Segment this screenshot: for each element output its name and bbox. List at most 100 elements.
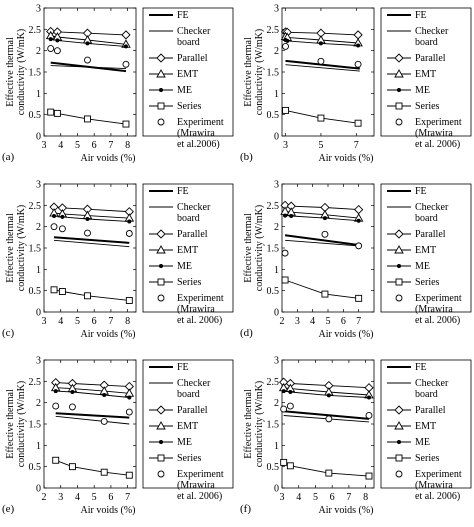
legend-marker-series <box>157 454 165 462</box>
legend-marker-me <box>159 440 163 444</box>
legend-label-fe: FE <box>177 186 189 197</box>
legend-label-me: ME <box>415 85 430 96</box>
y-tick-label: 1.5 <box>267 68 280 79</box>
data-point-series <box>50 286 58 294</box>
data-point-parallel <box>121 30 131 40</box>
y-tick-label: 2.5 <box>29 377 42 388</box>
data-point-series <box>317 114 325 122</box>
data-point-me <box>102 392 107 397</box>
legend-label-parallel: Parallel <box>177 53 208 64</box>
legend-box <box>380 7 472 137</box>
legend-label-experiment: (Mrawira <box>177 480 215 491</box>
data-point-series <box>280 458 288 466</box>
y-axis-label: conductivity (W/mK) <box>254 381 265 467</box>
x-tick-label: 8 <box>363 492 368 503</box>
legend-marker-experiment <box>395 294 403 302</box>
x-tick-label: 7 <box>125 492 130 503</box>
x-axis-label: Air voids (%) <box>81 329 136 340</box>
legend-marker-series <box>395 102 403 110</box>
series-line-fe <box>55 412 130 419</box>
legend-marker-parallel <box>394 405 404 415</box>
panel-label: (b) <box>240 151 253 163</box>
legend-box <box>380 183 472 313</box>
x-tick-label: 5 <box>318 140 323 151</box>
data-point-me <box>127 395 132 400</box>
x-tick-label: 3 <box>295 316 300 327</box>
data-point-series <box>281 276 289 284</box>
y-tick-label: 0 <box>36 308 41 319</box>
data-point-series <box>354 119 362 127</box>
y-tick-label: 0 <box>36 132 41 143</box>
data-point-series <box>125 471 133 479</box>
series-line-me <box>283 390 370 398</box>
x-tick-label: 2 <box>42 492 47 503</box>
data-point-experiment <box>47 45 55 52</box>
legend-marker-emt <box>156 69 166 78</box>
series-line-emt <box>50 35 127 45</box>
y-axis-label: conductivity (W/mK) <box>254 29 265 115</box>
x-axis-label: Air voids (%) <box>319 505 374 516</box>
data-point-experiment <box>58 225 66 233</box>
data-point-experiment <box>354 60 362 68</box>
plot-area <box>281 359 375 489</box>
data-point-experiment <box>286 402 294 410</box>
y-axis-label: conductivity (W/mK) <box>254 205 265 291</box>
data-point-me <box>326 393 331 398</box>
y-axis-label: Effective thermal <box>243 389 254 459</box>
legend-marker-emt <box>394 69 404 78</box>
series-line-checker <box>285 64 360 72</box>
legend-marker-series <box>395 278 403 286</box>
x-tick-label: 7 <box>108 316 113 327</box>
y-tick-label: 3 <box>36 4 41 15</box>
data-point-experiment <box>50 223 58 231</box>
y-tick-label: 1 <box>274 89 279 100</box>
legend-label-emt: EMT <box>177 69 198 80</box>
data-point-series <box>68 463 76 471</box>
data-point-experiment <box>325 415 333 423</box>
legend-label-me: ME <box>177 85 192 96</box>
legend-label-emt: EMT <box>177 245 198 256</box>
data-point-me <box>366 395 371 400</box>
series-line-checker <box>285 239 359 247</box>
data-point-experiment <box>280 405 288 413</box>
data-point-series <box>84 115 91 123</box>
x-tick-label: 6 <box>108 492 113 503</box>
y-tick-label: 2 <box>36 398 41 409</box>
data-point-me <box>318 41 323 46</box>
legend-label-experiment: et al. 2006) <box>177 315 222 326</box>
legend-label-fe: FE <box>415 186 427 197</box>
y-tick-label: 2.5 <box>267 201 280 212</box>
x-tick-label: 5 <box>313 492 318 503</box>
legend-label-me: ME <box>177 437 192 448</box>
y-axis-label: conductivity (W/mK) <box>16 381 27 467</box>
legend-label-experiment: Experiment <box>177 469 224 480</box>
data-point-me <box>123 44 128 49</box>
series-line-me <box>285 215 359 222</box>
x-tick-label: 2 <box>280 316 285 327</box>
data-point-me <box>85 216 90 221</box>
y-axis-label: Effective thermal <box>5 389 16 459</box>
legend-label-checker: Checker <box>177 26 211 37</box>
x-tick-label: 4 <box>58 316 63 327</box>
legend-label-checker: Checker <box>415 202 449 213</box>
data-point-experiment <box>281 249 289 257</box>
y-axis-label: Effective thermal <box>5 213 16 283</box>
data-point-me <box>289 214 294 218</box>
y-tick-label: 2 <box>36 46 41 57</box>
data-point-me <box>70 390 75 394</box>
legend-label-experiment: Experiment <box>177 117 224 128</box>
x-tick-label: 8 <box>125 316 130 327</box>
legend-label-parallel: Parallel <box>177 405 208 416</box>
legend-label-emt: EMT <box>177 421 198 432</box>
series-line-parallel <box>55 382 130 387</box>
x-tick-label: 3 <box>42 316 47 327</box>
plot-area <box>43 359 137 489</box>
y-tick-label: 1 <box>36 89 41 100</box>
panel-label: (f) <box>240 503 251 515</box>
x-axis-label: Air voids (%) <box>81 153 136 164</box>
y-tick-label: 2 <box>36 222 41 233</box>
legend-label-experiment: Experiment <box>415 117 462 128</box>
